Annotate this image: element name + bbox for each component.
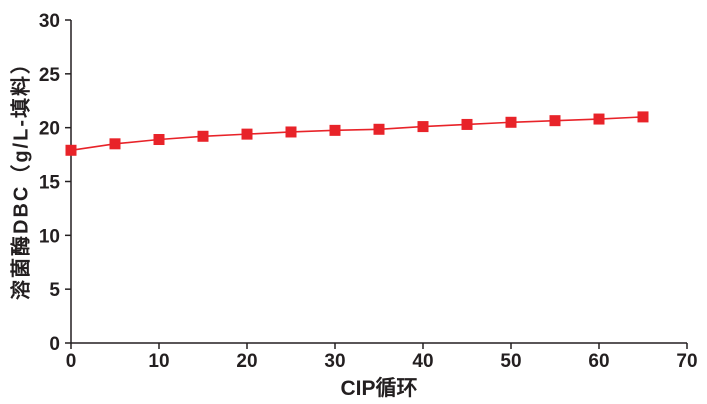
y-tick-label: 30 [39,11,60,32]
x-tick-label: 30 [324,351,345,372]
data-point-marker [637,111,649,123]
x-tick-label: 20 [236,351,257,372]
data-series-line [70,116,644,152]
data-point-marker [461,118,473,130]
x-tick-label: 40 [412,351,433,372]
x-tick-label: 70 [676,351,697,372]
data-point-marker [197,130,209,142]
y-axis-title: 溶菌酶DBC（g/L-填料） [10,52,33,300]
y-tick-label: 25 [39,65,61,86]
x-tick-label: 50 [500,351,521,372]
y-tick-label: 10 [39,226,60,247]
data-point-marker [329,124,341,136]
data-point-marker [549,115,561,127]
y-tick-label: 15 [39,173,61,194]
data-point-marker [65,144,77,156]
y-tick-label: 5 [49,280,60,301]
y-tick-label: 20 [39,119,60,140]
data-point-marker [153,134,165,146]
data-point-marker [241,128,253,140]
x-axis-title: CIP循环 [340,377,418,400]
data-point-marker [417,121,429,133]
x-tick-label: 60 [588,351,609,372]
data-point-marker [593,113,605,125]
data-point-marker [505,116,517,128]
x-tick-label: 0 [66,351,77,372]
data-point-marker [373,123,385,135]
y-tick-label: 0 [49,334,60,355]
data-point-marker [109,138,121,150]
data-point-marker [285,126,297,138]
x-tick-label: 10 [148,351,169,372]
